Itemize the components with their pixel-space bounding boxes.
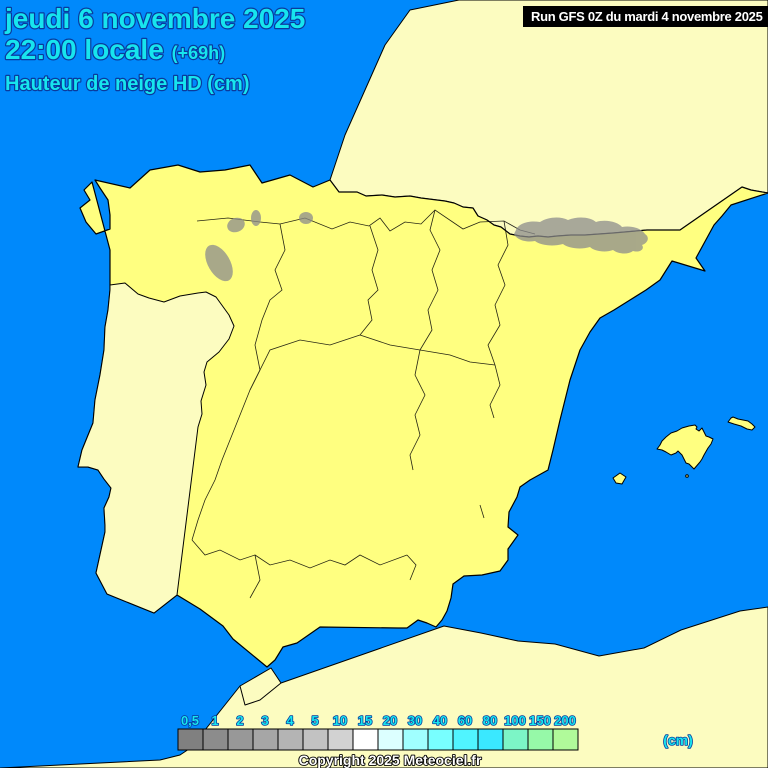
svg-text:2: 2 xyxy=(236,713,243,728)
svg-text:Copyright 2025 Meteociel.fr: Copyright 2025 Meteociel.fr xyxy=(299,752,482,768)
svg-text:3: 3 xyxy=(261,713,268,728)
svg-text:30: 30 xyxy=(408,713,422,728)
svg-text:20: 20 xyxy=(383,713,397,728)
svg-text:100: 100 xyxy=(504,713,526,728)
svg-text:4: 4 xyxy=(286,713,294,728)
svg-text:Run GFS 0Z du mardi 4 novembre: Run GFS 0Z du mardi 4 novembre 2025 xyxy=(531,9,763,24)
svg-text:10: 10 xyxy=(333,713,347,728)
svg-text:60: 60 xyxy=(458,713,472,728)
svg-text:1: 1 xyxy=(211,713,218,728)
svg-text:200: 200 xyxy=(554,713,576,728)
svg-text:40: 40 xyxy=(433,713,447,728)
svg-text:jeudi 6 novembre 2025: jeudi 6 novembre 2025 xyxy=(4,3,305,34)
svg-text:15: 15 xyxy=(358,713,372,728)
svg-text:0,5: 0,5 xyxy=(181,713,199,728)
svg-text:Hauteur de neige HD (cm): Hauteur de neige HD (cm) xyxy=(5,73,249,95)
svg-text:80: 80 xyxy=(483,713,497,728)
svg-text:(cm): (cm) xyxy=(663,732,693,748)
svg-text:150: 150 xyxy=(529,713,551,728)
svg-text:5: 5 xyxy=(311,713,318,728)
